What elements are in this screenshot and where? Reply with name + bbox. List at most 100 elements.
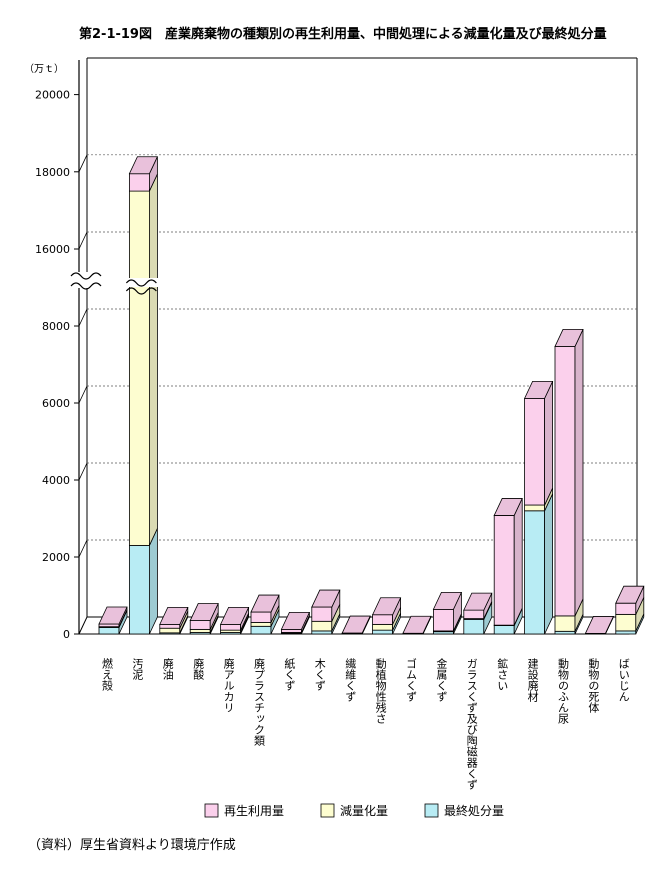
bar-segment (524, 381, 553, 506)
bar-top-face (432, 591, 463, 610)
category-label: 紙くず (283, 657, 296, 691)
bar-side-face (148, 173, 158, 546)
bar-front-face (98, 623, 120, 628)
category-label: ばいじん (617, 658, 630, 702)
bar-front-face (159, 623, 181, 629)
bar-front-face (98, 627, 120, 635)
bar-top-face (523, 380, 554, 399)
bar-front-face (250, 625, 272, 635)
grid-line-diagonal (78, 539, 88, 558)
chart-title: 第2-1-19図 産業廃棄物の種類別の再生利用量、中間処理による減量化量及び最終… (79, 26, 607, 42)
category-label: 金属くず (435, 657, 448, 702)
legend: 再生利用量 減量化量 最終処分量 (204, 803, 504, 818)
y-axis-ticks: 0 2000 4000 6000 8000 16000 18000 20000 (35, 89, 79, 641)
category-label: 動植物性残さ (374, 657, 387, 724)
bar-front-face (311, 606, 333, 622)
bar-front-face (463, 618, 485, 635)
bar-front-face (615, 602, 637, 615)
legend-label: 再生利用量 (224, 804, 284, 818)
category-label: 建設廃材 (526, 657, 539, 702)
legend-label: 減量化量 (340, 803, 388, 818)
y-tick-label: 8000 (42, 320, 70, 333)
category-label: 燃え殻 (101, 657, 114, 692)
bar-front-face (128, 545, 150, 635)
bar-front-face (128, 190, 150, 546)
y-tick-label: 18000 (35, 166, 70, 179)
axis-break-mark (70, 282, 102, 290)
bar-front-face (554, 346, 576, 617)
bar-top-face (584, 616, 615, 634)
category-label: 廃酸 (192, 657, 205, 681)
category-label: 廃アルカリ (222, 657, 235, 713)
bar-front-face (311, 620, 333, 632)
grid-line-diagonal (78, 308, 88, 327)
bar-break-mark (125, 287, 157, 295)
bar-top-face (371, 597, 402, 616)
bar-segment (128, 173, 158, 546)
bar-front-face (372, 623, 394, 631)
bar-front-face (524, 504, 545, 512)
bar-top-face (493, 498, 523, 516)
bar-front-face (432, 608, 454, 632)
grid-line-diagonal (78, 154, 88, 172)
bar-front-face (311, 630, 333, 635)
bar-top-face (219, 606, 250, 625)
bar-front-face (189, 628, 211, 633)
bar-front-face (554, 615, 576, 632)
bar-top-face (554, 329, 584, 347)
bar-segment (524, 493, 553, 635)
bar-front-face (524, 510, 545, 635)
bar-segment (554, 329, 584, 617)
legend-label: 最終処分量 (444, 803, 504, 818)
bar-front-face (615, 613, 637, 632)
y-tick-label: 20000 (35, 89, 70, 102)
grid-line-diagonal (78, 231, 88, 250)
bar-top-face (615, 585, 645, 604)
bars (98, 156, 645, 635)
bar-break-mark (125, 279, 157, 287)
category-label: 繊維くず (344, 658, 357, 702)
grid-lines (78, 154, 637, 558)
bar-front-face (493, 515, 515, 626)
bar-front-face (615, 630, 637, 635)
bar-front-face (524, 397, 545, 506)
bar-front-face (128, 173, 150, 192)
category-label: 汚泥 (131, 658, 144, 681)
bar-side-face (148, 528, 158, 635)
bar-front-face (372, 614, 394, 625)
axis-break-gap (70, 272, 100, 288)
bar-front-face (493, 625, 515, 635)
bar-side-face (544, 381, 553, 506)
category-label: 動物の死体 (587, 657, 600, 713)
bar-side-face (544, 493, 553, 635)
category-label: 動物のふん尿 (557, 657, 570, 724)
source-note: （資料）厚生省資料より環境庁作成 (28, 838, 236, 853)
bar-front-face (189, 620, 211, 630)
y-tick-label: 4000 (42, 474, 70, 487)
bar-top-face (128, 156, 159, 175)
bar-front-face (280, 628, 302, 633)
bar-top-face (280, 611, 311, 630)
legend-swatch (424, 803, 439, 818)
bar-top-face (402, 615, 432, 634)
y-tick-label: 0 (63, 628, 70, 641)
y-tick-label: 2000 (42, 551, 70, 564)
category-label: ゴムくず (405, 657, 418, 702)
bar-top-face (311, 589, 341, 608)
legend-swatch (320, 803, 335, 818)
category-label: 廃プラスチック類 (253, 657, 266, 747)
bar-top-face (159, 606, 189, 625)
grid-line-diagonal (78, 385, 88, 404)
bar-break-gap (127, 278, 160, 287)
bar-top-face (463, 592, 493, 611)
bar-segment (128, 528, 158, 635)
axis-break (70, 272, 102, 290)
y-tick-label: 6000 (42, 397, 70, 410)
bar-front-face (250, 611, 272, 623)
bar-front-face (463, 609, 485, 620)
category-label: 木くず (313, 658, 326, 691)
category-labels: 燃え殻 汚泥 廃油 廃酸 廃アルカリ 廃プラスチック類 紙くず 木くず 繊維くず 動植物性残さ ゴム… (101, 657, 631, 790)
bar-front-face (554, 630, 576, 635)
legend-swatch (204, 803, 219, 818)
